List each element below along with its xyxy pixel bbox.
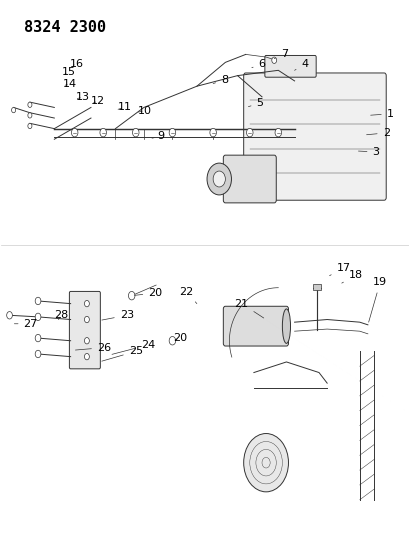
Circle shape xyxy=(128,292,135,300)
Circle shape xyxy=(84,317,89,322)
Text: 18: 18 xyxy=(341,270,362,283)
Circle shape xyxy=(84,301,89,307)
Circle shape xyxy=(100,128,106,137)
Text: 1: 1 xyxy=(370,109,393,119)
Circle shape xyxy=(71,128,78,137)
Text: 25: 25 xyxy=(101,346,142,361)
Text: 13: 13 xyxy=(76,92,90,102)
Text: 7: 7 xyxy=(274,50,287,59)
Text: 21: 21 xyxy=(234,298,263,318)
Circle shape xyxy=(35,350,41,358)
Text: 19: 19 xyxy=(368,277,386,322)
Bar xyxy=(312,284,320,290)
Text: 28: 28 xyxy=(54,310,69,320)
Text: 17: 17 xyxy=(329,263,350,276)
Text: 24: 24 xyxy=(112,340,155,354)
FancyBboxPatch shape xyxy=(69,292,100,369)
Text: 11: 11 xyxy=(117,102,131,112)
Ellipse shape xyxy=(282,309,290,343)
FancyBboxPatch shape xyxy=(223,306,288,346)
Circle shape xyxy=(28,123,32,128)
Circle shape xyxy=(169,336,175,345)
Text: 10: 10 xyxy=(137,106,151,116)
Text: 23: 23 xyxy=(101,310,134,320)
Text: 27: 27 xyxy=(14,319,38,329)
FancyBboxPatch shape xyxy=(223,155,276,203)
Circle shape xyxy=(35,334,41,342)
Circle shape xyxy=(243,433,288,492)
Circle shape xyxy=(246,128,252,137)
Circle shape xyxy=(11,108,16,113)
Text: 26: 26 xyxy=(75,343,111,353)
Text: 4: 4 xyxy=(294,59,308,70)
Circle shape xyxy=(207,163,231,195)
Circle shape xyxy=(35,313,41,320)
Circle shape xyxy=(209,128,216,137)
Text: 8: 8 xyxy=(213,75,227,85)
Circle shape xyxy=(271,57,276,63)
Circle shape xyxy=(169,128,175,137)
Text: 15: 15 xyxy=(61,68,75,77)
FancyBboxPatch shape xyxy=(243,73,385,200)
Text: 12: 12 xyxy=(91,96,105,106)
Text: 16: 16 xyxy=(70,59,83,69)
Circle shape xyxy=(132,128,139,137)
Circle shape xyxy=(7,312,12,319)
Text: 5: 5 xyxy=(248,98,263,108)
Text: 6: 6 xyxy=(251,59,265,69)
Text: 22: 22 xyxy=(179,287,196,304)
Circle shape xyxy=(213,171,225,187)
Circle shape xyxy=(84,337,89,344)
Text: 20: 20 xyxy=(172,333,187,343)
Text: 14: 14 xyxy=(63,78,76,88)
Text: 20: 20 xyxy=(134,288,162,298)
Circle shape xyxy=(274,128,281,137)
Text: 8324 2300: 8324 2300 xyxy=(24,20,106,35)
Circle shape xyxy=(28,113,32,118)
Text: 2: 2 xyxy=(366,128,389,138)
Circle shape xyxy=(28,102,32,108)
Circle shape xyxy=(84,353,89,360)
FancyBboxPatch shape xyxy=(264,55,315,77)
Circle shape xyxy=(35,297,41,305)
Text: 3: 3 xyxy=(357,147,379,157)
Text: 9: 9 xyxy=(152,131,164,141)
